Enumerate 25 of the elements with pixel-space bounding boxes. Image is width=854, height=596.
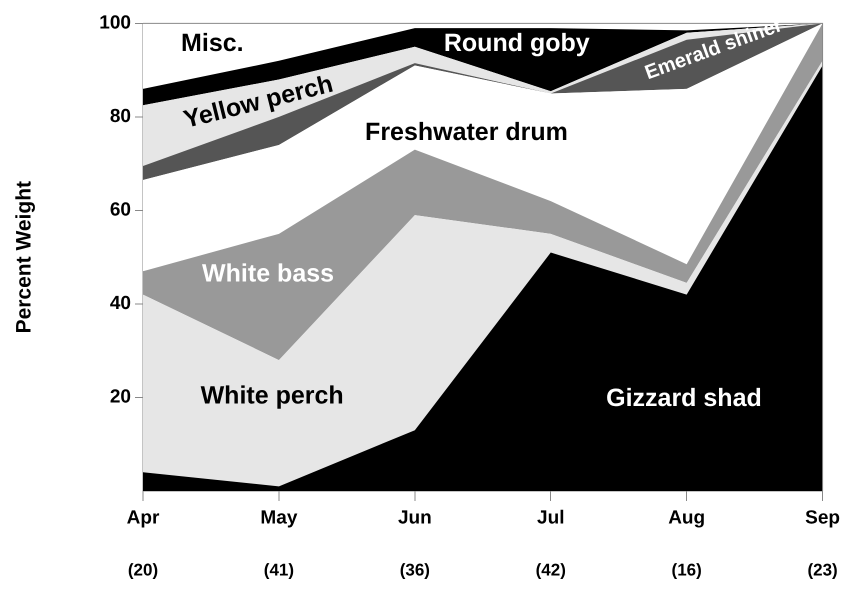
y-tick-label: 100: [99, 12, 131, 34]
x-tick-label: Aug: [668, 508, 706, 529]
y-tick-label: 60: [110, 200, 131, 221]
text: (16): [672, 560, 702, 580]
text: (23): [807, 560, 838, 580]
x-tick-label: Jun: [398, 508, 432, 529]
x-tick-label: Sep: [805, 508, 840, 529]
x-tick-label: Jul: [537, 508, 564, 529]
x-tick-label: May: [260, 508, 298, 529]
series-label: Round goby: [444, 28, 590, 57]
y-tick-label: 20: [110, 386, 131, 408]
y-tick-label: 80: [110, 106, 131, 128]
text: (36): [400, 560, 430, 580]
y-axis-title: Percent Weight: [12, 180, 36, 334]
series-label: Gizzard shad: [606, 384, 762, 412]
text: (42): [536, 560, 566, 580]
series-label: Yellow perch: [180, 70, 336, 134]
series-label: White bass: [202, 259, 334, 288]
series-label: Misc.: [181, 28, 244, 57]
series-label: Freshwater drum: [365, 118, 568, 146]
text: (41): [264, 560, 294, 580]
x-tick-label: Apr: [126, 508, 160, 529]
y-tick-label: 40: [110, 293, 131, 314]
text: (20): [128, 560, 158, 580]
series-label: White perch: [200, 381, 344, 410]
